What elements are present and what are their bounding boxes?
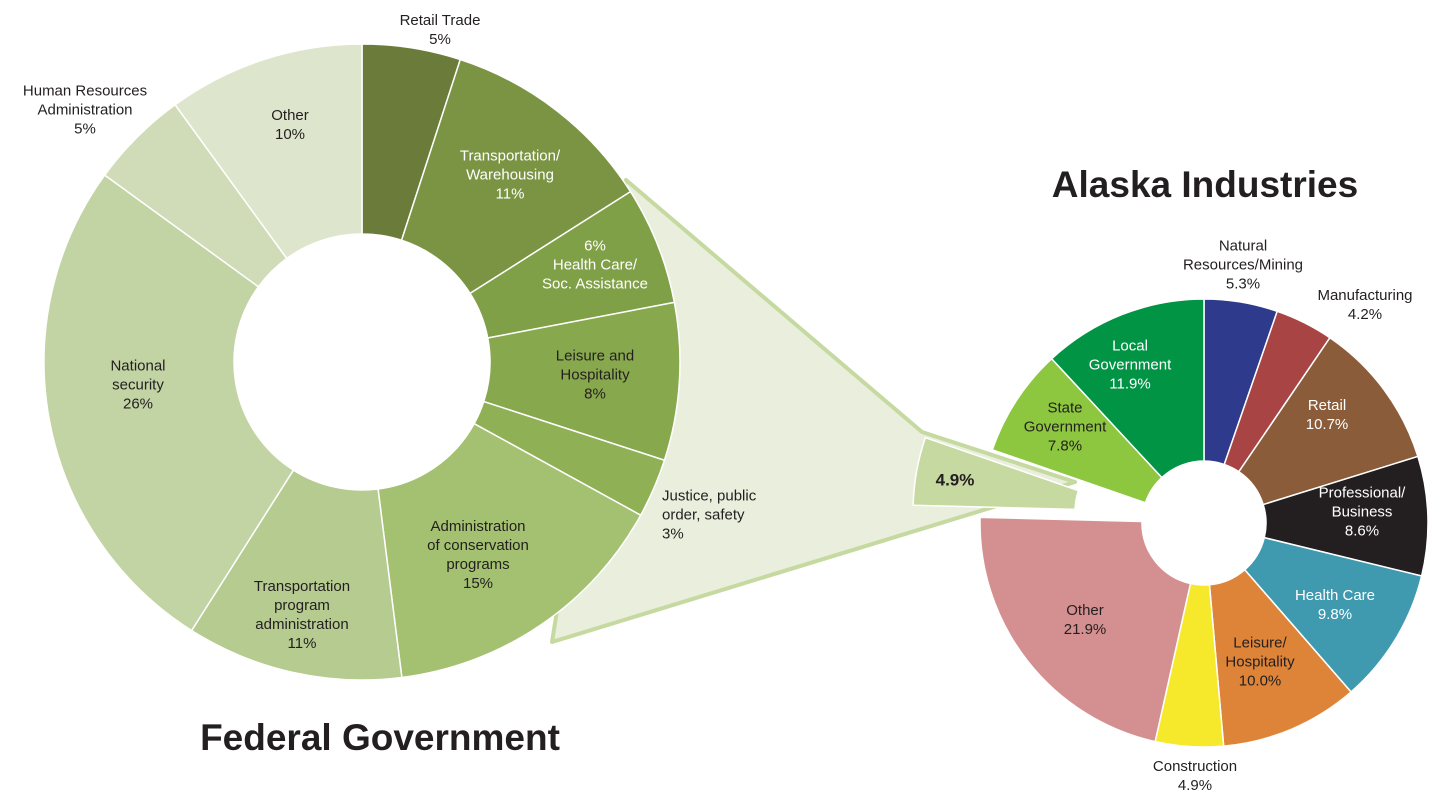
slice-label: Justice, public order, safety 3% bbox=[662, 487, 756, 544]
donut-slice bbox=[174, 43, 363, 260]
value-label: 26% bbox=[122, 395, 154, 413]
value-label: 11% bbox=[495, 185, 525, 203]
value-label: 6% bbox=[584, 237, 606, 255]
category-label: Local Government bbox=[1088, 337, 1172, 374]
donut-slice bbox=[912, 436, 1080, 511]
donut-slice bbox=[979, 516, 1192, 743]
value-label: 4.9% bbox=[935, 470, 975, 490]
slice-label: Other 21.9% bbox=[1064, 601, 1107, 639]
slice-label: Natural Resources/Mining 5.3% bbox=[1183, 237, 1303, 294]
slice-label: Retail 10.7% bbox=[1306, 396, 1349, 434]
value-label: 10% bbox=[274, 126, 306, 143]
category-label: National security bbox=[110, 357, 166, 394]
value-label: 5% bbox=[429, 31, 451, 48]
value-label: 15% bbox=[462, 575, 494, 592]
value-label: 10.7% bbox=[1305, 416, 1349, 433]
slice-label: National security 26% bbox=[110, 357, 165, 414]
chart-title: Alaska Industries bbox=[1051, 164, 1359, 205]
slice-label: Professional/ Business 8.6% bbox=[1319, 484, 1406, 541]
category-label: Leisure and Hospitality bbox=[555, 347, 635, 384]
category-label: Leisure/ Hospitality bbox=[1225, 634, 1295, 671]
value-label: 5% bbox=[74, 120, 96, 138]
category-label: Administration of conservation programs bbox=[427, 518, 529, 573]
category-label: Justice, public order, safety bbox=[662, 487, 757, 524]
value-label: 8.6% bbox=[1344, 522, 1380, 540]
category-label: State Government bbox=[1023, 399, 1107, 436]
donut-slice bbox=[190, 469, 403, 681]
category-label: Natural Resources/Mining bbox=[1182, 237, 1304, 274]
category-label: Transportation program administration bbox=[253, 578, 351, 633]
donut-slice bbox=[43, 174, 295, 632]
slice-label: Transportation/ Warehousing 11% bbox=[460, 147, 560, 204]
value-label: 21.9% bbox=[1063, 621, 1107, 638]
category-label: Manufacturing bbox=[1317, 287, 1413, 304]
value-label: 10.0% bbox=[1238, 672, 1282, 690]
slice-label: State Government 7.8% bbox=[1024, 399, 1107, 456]
slice-label: Construction 4.9% bbox=[1153, 757, 1237, 795]
category-label: Transportation/ Warehousing bbox=[459, 147, 561, 184]
donut-slice bbox=[1208, 568, 1353, 747]
value-label: 8% bbox=[584, 385, 606, 403]
slice-label: Manufacturing 4.2% bbox=[1317, 286, 1412, 324]
slice-label: Retail Trade 5% bbox=[400, 11, 481, 49]
donut-slice bbox=[1237, 336, 1419, 506]
category-label: Human Resources Administration bbox=[22, 82, 148, 119]
value-label: 11% bbox=[287, 635, 317, 652]
slice-label: Human Resources Administration 5% bbox=[23, 82, 147, 139]
slice-label: 6% Health Care/ Soc. Assistance bbox=[542, 237, 648, 294]
slice-label: 4.9% bbox=[936, 471, 975, 490]
slice-label: Leisure/ Hospitality 10.0% bbox=[1225, 634, 1294, 691]
value-label: 9.8% bbox=[1317, 606, 1353, 623]
slice-label: Administration of conservation programs 1… bbox=[427, 517, 529, 593]
chart-title: Federal Government bbox=[200, 717, 560, 758]
value-label: 4.2% bbox=[1347, 306, 1383, 323]
category-label: Other bbox=[271, 107, 309, 124]
slice-label: Leisure and Hospitality 8% bbox=[556, 347, 634, 404]
slice-label: Other 10% bbox=[271, 106, 309, 144]
category-label: Other bbox=[1066, 602, 1104, 619]
slice-label: Transportation program administration 11% bbox=[254, 577, 350, 653]
donut-slice bbox=[1243, 536, 1423, 694]
category-label: Health Care bbox=[1294, 587, 1376, 604]
value-label: 5.3% bbox=[1225, 275, 1261, 293]
category-label: Retail Trade bbox=[399, 12, 481, 29]
category-label: Retail bbox=[1307, 397, 1347, 414]
slice-label: Health Care 9.8% bbox=[1295, 586, 1375, 624]
slice-label: Local Government 11.9% bbox=[1089, 337, 1172, 394]
value-label: 11.9% bbox=[1109, 375, 1151, 393]
donut-slice bbox=[1050, 298, 1205, 479]
value-label: 7.8% bbox=[1047, 437, 1083, 455]
category-label: Professional/ Business bbox=[1318, 484, 1406, 521]
category-label: Construction bbox=[1152, 758, 1238, 775]
value-label: 4.9% bbox=[1177, 777, 1213, 794]
donut-slice bbox=[400, 58, 632, 295]
donut-slice bbox=[377, 422, 642, 679]
category-label: Health Care/ Soc. Assistance bbox=[542, 256, 648, 293]
value-label: 3% bbox=[662, 525, 684, 543]
